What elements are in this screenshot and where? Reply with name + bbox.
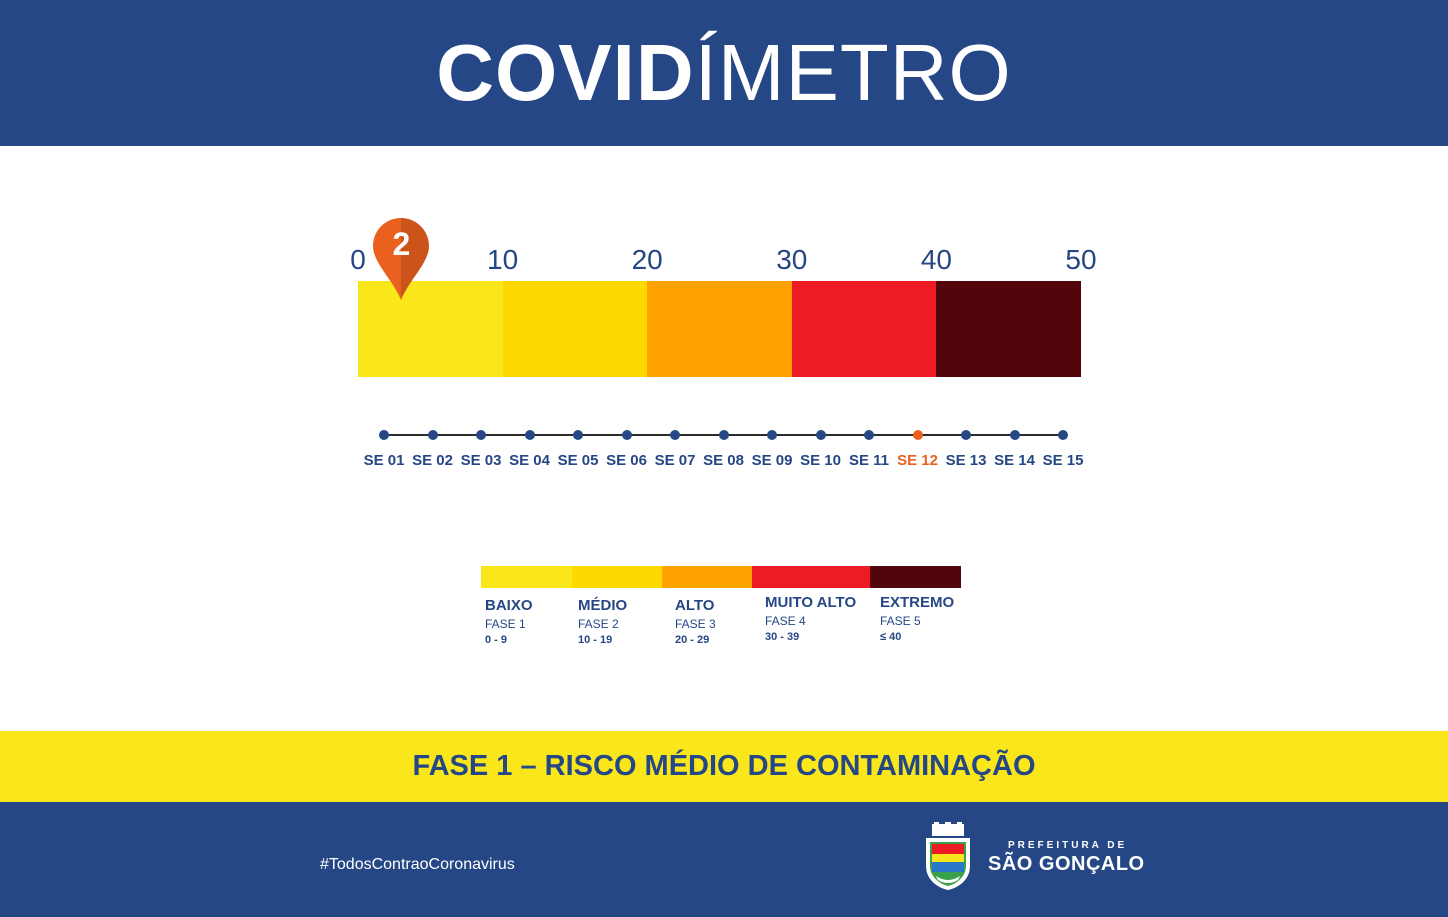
legend-range: 0 - 9	[485, 634, 508, 646]
status-band: FASE 1 – RISCO MÉDIO DE CONTAMINAÇÃO	[0, 731, 1448, 802]
legend-name: BAIXO	[485, 597, 533, 614]
week-label: SE 11	[848, 452, 890, 469]
legend-item: ALTO FASE 3 20 - 29	[675, 597, 716, 646]
week-label: SE 10	[800, 452, 841, 469]
marker-value: 2	[392, 226, 411, 262]
legend-item: MUITO ALTO FASE 4 30 - 39	[765, 594, 856, 643]
legend-swatch	[481, 566, 572, 588]
legend-phase: FASE 5	[880, 614, 921, 628]
scale-label: 0	[350, 244, 366, 275]
header-banner: COVIDÍMETRO	[0, 0, 1448, 146]
week-label: SE 14	[994, 452, 1035, 469]
legend-item: EXTREMO FASE 5 ≤ 40	[880, 594, 954, 643]
scale-label: 20	[631, 244, 663, 275]
scale-label: 10	[487, 244, 519, 275]
legend-item: MÉDIO FASE 2 10 - 19	[578, 597, 627, 646]
timeline-dot	[670, 430, 680, 440]
timeline-dot	[524, 430, 535, 440]
legend-range: 30 - 39	[765, 631, 800, 643]
legend-item: BAIXO FASE 1 0 - 9	[485, 597, 533, 646]
week-label: SE 06	[606, 452, 647, 469]
gauge-segment	[791, 281, 937, 377]
legend-swatch	[572, 566, 662, 588]
week-label: SE 13	[945, 452, 987, 469]
timeline-dot	[573, 430, 583, 440]
legend-swatch	[870, 566, 961, 588]
timeline-dot	[767, 430, 777, 440]
location-pin-icon	[373, 218, 430, 300]
timeline-dot	[961, 430, 971, 440]
legend-phase: FASE 4	[765, 614, 806, 628]
gauge-segment	[647, 281, 792, 377]
week-label: SE 01	[363, 452, 405, 469]
week-label: SE 04	[509, 452, 550, 469]
legend-color-bar	[481, 566, 961, 588]
legend-phase: FASE 2	[578, 617, 619, 631]
scale-label: 40	[920, 244, 952, 275]
title-bold: COVID	[436, 28, 695, 117]
legend-phase: FASE 3	[675, 617, 716, 631]
title-light: ÍMETRO	[694, 28, 1012, 117]
legend-range: 20 - 29	[675, 634, 710, 646]
week-label: SE 02	[412, 452, 453, 469]
risk-gauge-bar	[358, 281, 1081, 377]
legend-range: ≤ 40	[880, 631, 902, 643]
timeline-dot	[379, 430, 389, 440]
timeline-dot	[476, 430, 486, 440]
week-label: SE 08	[703, 452, 744, 469]
legend-name: MUITO ALTO	[765, 594, 857, 611]
gauge-segment	[936, 281, 1081, 377]
timeline-dot	[912, 430, 923, 440]
legend-range: 10 - 19	[578, 634, 613, 646]
legend-name: EXTREMO	[880, 594, 955, 611]
timeline-dot	[864, 430, 874, 440]
gauge-scale-labels: 0 10 20 30 40 50	[0, 244, 1448, 280]
footer	[0, 802, 1448, 917]
timeline-dot	[621, 430, 632, 440]
week-label: SE 03	[460, 452, 502, 469]
status-text: FASE 1 – RISCO MÉDIO DE CONTAMINAÇÃO	[412, 750, 1036, 782]
timeline-dot	[427, 430, 438, 440]
scale-label: 30	[776, 244, 808, 275]
week-label: SE 07	[654, 452, 696, 469]
gauge-segment	[358, 281, 503, 377]
timeline-dot	[1009, 430, 1020, 440]
page-title: COVIDÍMETRO	[436, 33, 1011, 113]
week-label: SE 05	[557, 452, 599, 469]
org-label-big: SÃO GONÇALO	[988, 853, 1145, 875]
week-label: SE 09	[751, 452, 793, 469]
scale-label: 50	[1065, 244, 1097, 275]
week-label: SE 12	[897, 452, 938, 469]
city-crest-icon	[926, 822, 970, 890]
timeline-dot	[1058, 430, 1068, 440]
legend-swatch	[752, 566, 870, 588]
org-label-small: PREFEITURA DE	[1008, 840, 1128, 851]
gauge-segment	[502, 281, 648, 377]
hashtag-text: #TodosContraoCoronavirus	[320, 856, 515, 873]
legend-name: MÉDIO	[578, 597, 628, 614]
timeline-dot	[815, 430, 826, 440]
timeline-dot	[718, 430, 729, 440]
week-label: SE 15	[1042, 452, 1084, 469]
legend-swatch	[662, 566, 752, 588]
legend-name: ALTO	[675, 597, 715, 614]
legend-phase: FASE 1	[485, 617, 526, 631]
